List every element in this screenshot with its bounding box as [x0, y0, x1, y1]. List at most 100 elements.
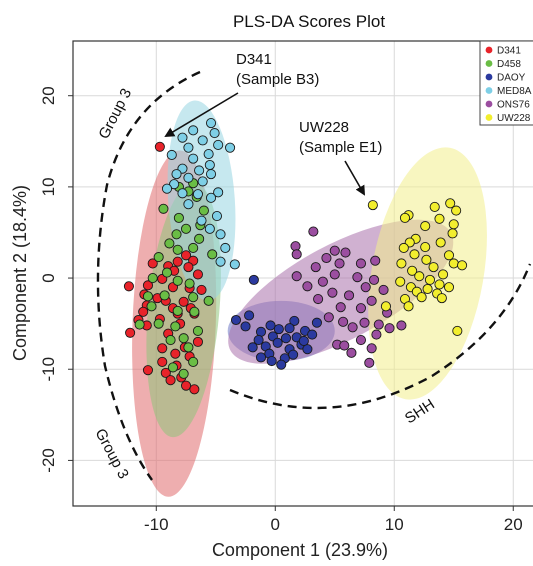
- point-d458: [198, 205, 209, 216]
- x-tick-label: 20: [504, 515, 523, 534]
- point-d458: [134, 319, 145, 330]
- x-tick-label: -10: [144, 515, 169, 534]
- point-ons76: [327, 287, 338, 298]
- point-d341: [189, 384, 200, 395]
- point-d341: [165, 375, 176, 386]
- point-d458: [142, 291, 154, 302]
- point-d341: [123, 281, 134, 292]
- point-med8a: [205, 118, 217, 129]
- point-med8a: [215, 229, 226, 240]
- point-ons76: [329, 269, 340, 280]
- point-d458: [172, 305, 183, 316]
- point-daoy: [253, 335, 264, 346]
- point-ons76: [335, 302, 346, 313]
- point-ons76: [355, 303, 366, 314]
- point-ons76: [371, 329, 382, 340]
- point-uw228: [443, 250, 455, 261]
- point-d458: [167, 362, 178, 373]
- legend-label-d458: D458: [497, 59, 521, 70]
- point-d341: [157, 343, 168, 354]
- point-uw228: [447, 228, 458, 239]
- point-uw228: [452, 325, 463, 336]
- point-d458: [172, 275, 183, 286]
- point-uw228: [380, 301, 391, 312]
- point-uw228: [434, 279, 445, 290]
- point-daoy: [248, 274, 259, 285]
- point-uw228: [399, 212, 411, 223]
- point-ons76: [291, 271, 302, 282]
- point-d458: [172, 244, 183, 255]
- point-uw228: [422, 283, 433, 295]
- point-med8a: [213, 139, 224, 150]
- point-daoy: [230, 314, 242, 326]
- point-ons76: [370, 255, 381, 266]
- point-ons76: [355, 335, 366, 346]
- point-ons76: [366, 343, 377, 354]
- point-uw228: [396, 258, 407, 269]
- legend-label-d341: D341: [497, 46, 521, 57]
- point-d458: [161, 267, 173, 278]
- point-d341: [180, 380, 192, 391]
- point-d341: [147, 258, 158, 269]
- point-med8a: [183, 199, 194, 210]
- ellipse-uw228: [368, 147, 487, 400]
- chart-title: PLS-DA Scores Plot: [233, 12, 385, 31]
- legend-marker-med8a: [485, 87, 493, 94]
- group-label-bottom: Group 3: [91, 426, 131, 482]
- point-med8a: [197, 135, 208, 146]
- point-ons76: [302, 281, 313, 292]
- annotation-uw228: UW228 (Sample E1): [299, 119, 382, 196]
- y-tick-label: 0: [39, 273, 58, 282]
- point-uw228: [436, 293, 447, 304]
- point-med8a: [204, 159, 215, 171]
- legend-label-med8a: MED8A: [497, 86, 532, 97]
- point-ons76: [347, 322, 358, 333]
- point-uw228: [403, 301, 414, 312]
- annotation-uw228-arrow: [344, 160, 365, 196]
- point-ons76: [359, 317, 370, 328]
- point-d458: [188, 292, 199, 303]
- plot-frame: [72, 40, 533, 507]
- point-d458: [189, 306, 200, 317]
- point-uw228: [395, 276, 406, 287]
- legend-box: [479, 40, 533, 126]
- point-d458: [164, 238, 175, 249]
- point-ons76: [360, 282, 371, 293]
- legend-marker-d458: [485, 60, 493, 67]
- point-uw228: [420, 221, 431, 232]
- point-med8a: [205, 169, 217, 180]
- point-daoy: [266, 355, 277, 367]
- point-d458: [192, 325, 203, 336]
- point-d341: [180, 250, 192, 261]
- point-ons76: [364, 357, 375, 368]
- point-uw228: [451, 205, 462, 216]
- point-uw228: [416, 292, 427, 303]
- point-daoy: [255, 326, 267, 337]
- point-uw228: [367, 200, 378, 211]
- point-uw228: [428, 262, 439, 273]
- point-med8a: [177, 188, 188, 199]
- legend-marker-uw228: [485, 114, 493, 121]
- point-ons76: [344, 290, 355, 301]
- point-med8a: [192, 189, 203, 200]
- shh-arc: [229, 263, 532, 410]
- point-uw228: [434, 213, 445, 224]
- point-d341: [160, 367, 171, 378]
- point-med8a: [215, 256, 226, 267]
- point-uw228: [457, 260, 468, 271]
- point-med8a: [194, 165, 205, 176]
- point-ons76: [291, 249, 302, 260]
- point-med8a: [183, 142, 194, 153]
- point-med8a: [177, 132, 188, 143]
- point-med8a: [188, 153, 199, 164]
- point-d341: [157, 356, 168, 367]
- point-d458: [147, 273, 158, 284]
- legend-label-ons76: ONS76: [497, 100, 530, 111]
- point-med8a: [205, 192, 217, 203]
- point-med8a: [225, 142, 236, 153]
- point-uw228: [443, 282, 455, 293]
- legend-marker-daoy: [485, 73, 493, 81]
- point-daoy: [273, 324, 284, 335]
- point-ons76: [321, 252, 332, 264]
